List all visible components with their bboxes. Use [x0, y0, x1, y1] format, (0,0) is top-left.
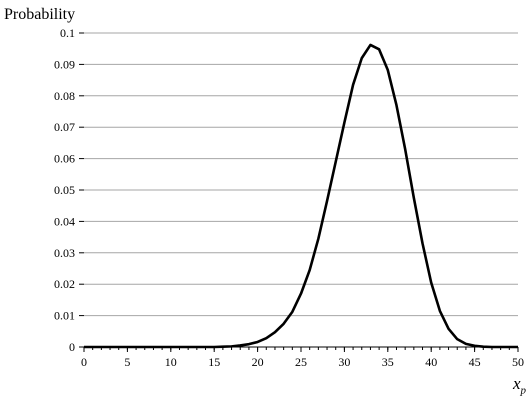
y-tick-labels: 0 0.01 0.02 0.03 0.04 0.05 0.06 0.07 0.08 0.09 0.1 — [54, 26, 75, 354]
y-tick-label-5: 0.05 — [54, 183, 75, 197]
series-lines — [84, 43, 518, 349]
x-tick-label-0: 0 — [81, 355, 87, 369]
y-axis-title: Probability — [4, 6, 76, 23]
y-tick-label-8: 0.08 — [54, 89, 75, 103]
grid-lines — [84, 32, 518, 317]
x-tick-label-6: 30 — [338, 355, 350, 369]
x-tick-label-2: 10 — [165, 355, 177, 369]
series-line-0 — [84, 43, 518, 349]
y-tick-label-6: 0.06 — [54, 152, 75, 166]
x-tick-label-1: 5 — [124, 355, 130, 369]
x-tick-label-3: 15 — [208, 355, 220, 369]
y-tick-label-0: 0 — [69, 340, 75, 354]
y-tick-label-4: 0.04 — [54, 214, 75, 228]
x-tick-label-4: 20 — [252, 355, 264, 369]
x-tick-labels: 0 5 10 15 20 25 30 35 40 45 50 — [81, 355, 524, 369]
x-axis-title: xp — [513, 374, 527, 397]
x-tick-label-7: 35 — [382, 355, 394, 369]
x-tick-label-9: 45 — [469, 355, 481, 369]
axes — [79, 32, 519, 352]
y-tick-label-10: 0.1 — [60, 26, 75, 40]
y-tick-label-2: 0.02 — [54, 277, 75, 291]
y-tick-label-1: 0.01 — [54, 309, 75, 323]
x-tick-label-5: 25 — [295, 355, 307, 369]
y-tick-label-3: 0.03 — [54, 246, 75, 260]
y-tick-label-9: 0.09 — [54, 57, 75, 71]
y-tick-label-7: 0.07 — [54, 120, 75, 134]
x-tick-label-8: 40 — [425, 355, 437, 369]
x-tick-label-10: 50 — [512, 355, 524, 369]
